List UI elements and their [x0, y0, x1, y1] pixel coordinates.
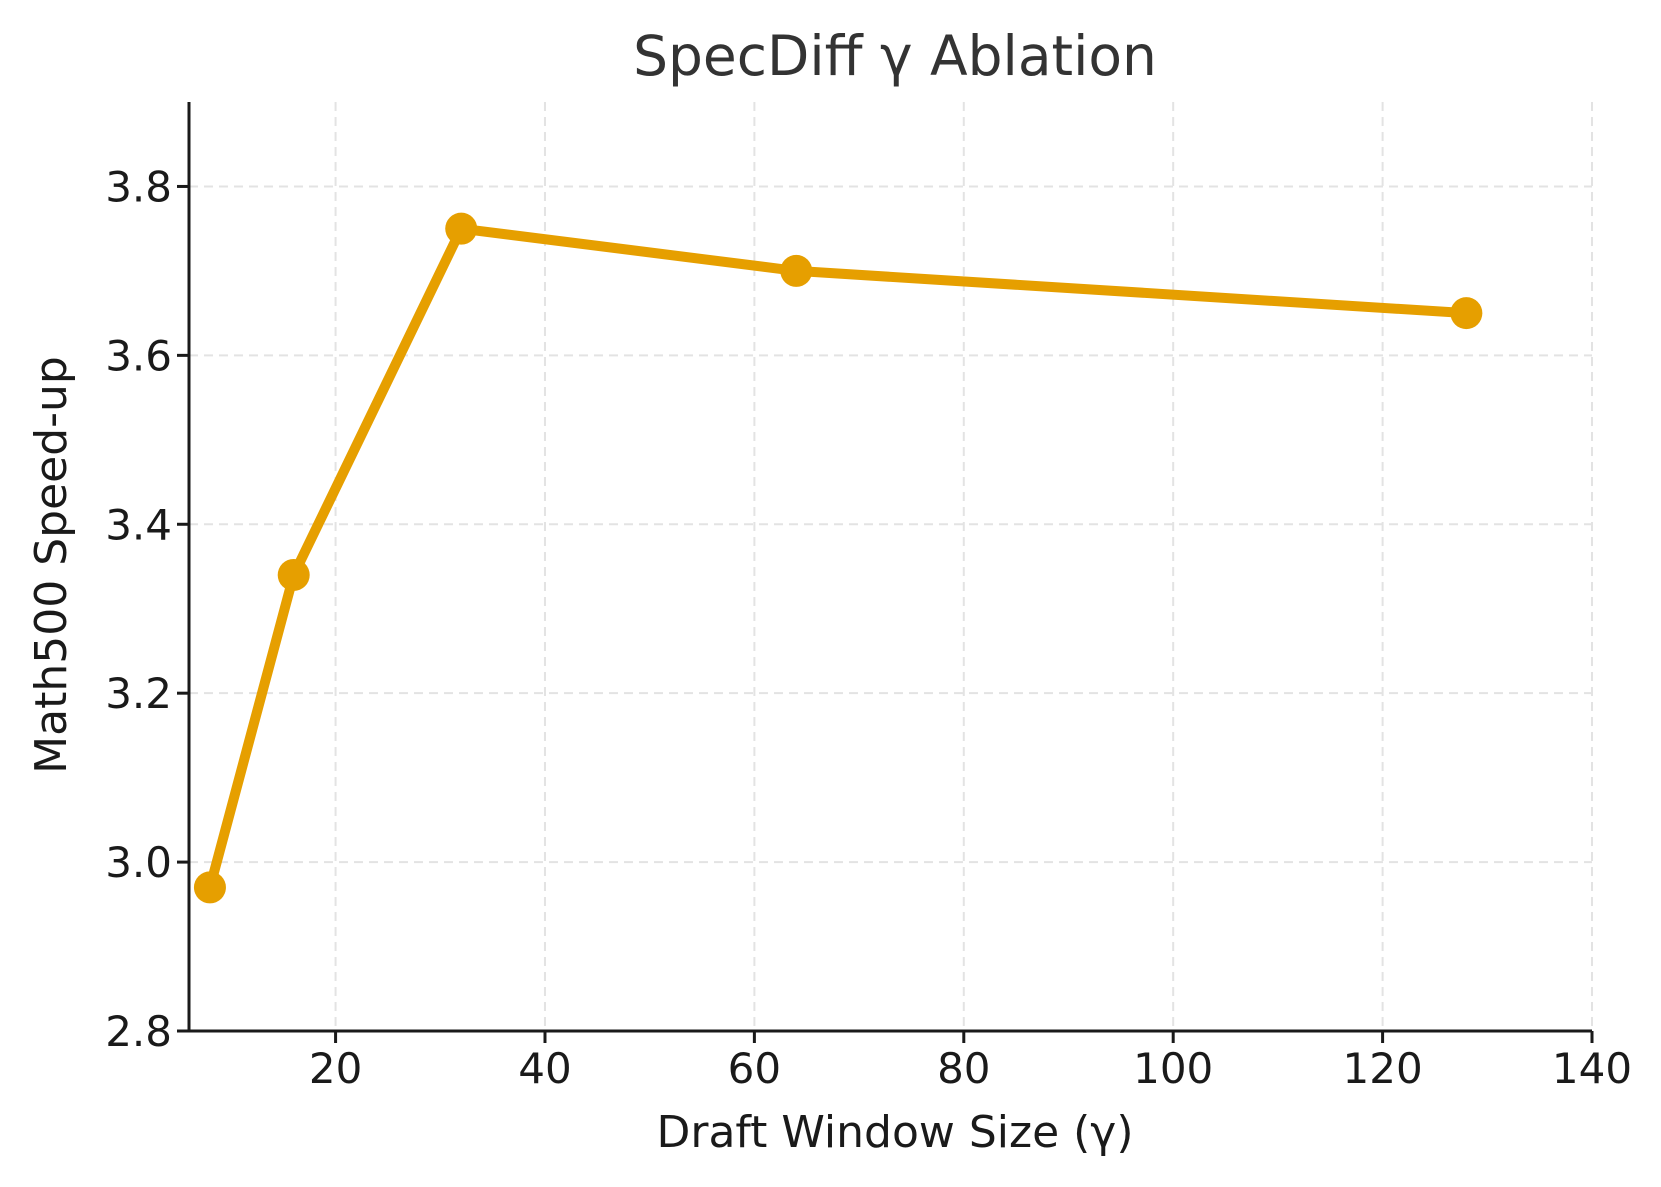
y-tick-label: 3.8: [105, 162, 172, 211]
grid: [189, 102, 1593, 1031]
x-tick-label: 120: [1343, 1044, 1423, 1093]
y-tick-label: 3.0: [105, 838, 172, 887]
x-tick-label: 40: [518, 1044, 571, 1093]
y-tick-label: 3.6: [105, 331, 172, 380]
x-axis-label: Draft Window Size (γ): [656, 1107, 1133, 1158]
chart-title: SpecDiff γ Ablation: [633, 24, 1157, 88]
x-tick-label: 100: [1133, 1044, 1213, 1093]
series-line: [204, 223, 1472, 893]
data-point: [780, 254, 813, 287]
x-tick-label: 140: [1552, 1044, 1632, 1093]
data-point: [277, 558, 310, 591]
x-tick-label: 60: [728, 1044, 781, 1093]
data-point: [445, 212, 478, 245]
y-axis-label: Math500 Speed-up: [26, 356, 77, 774]
y-tick-label: 3.4: [105, 500, 172, 549]
x-tick-label: 80: [937, 1044, 990, 1093]
y-tick-label: 2.8: [105, 1007, 172, 1056]
axes: [187, 102, 1592, 1033]
x-tick-label: 20: [309, 1044, 362, 1093]
ticks: 20 40 60 80 100 120 140 2.8 3.0 3.2 3.4 3.6 3.8: [105, 162, 1632, 1093]
data-point: [193, 871, 226, 904]
y-tick-label: 3.2: [105, 669, 172, 718]
series-layer: [193, 212, 1483, 904]
data-point: [1450, 297, 1483, 330]
